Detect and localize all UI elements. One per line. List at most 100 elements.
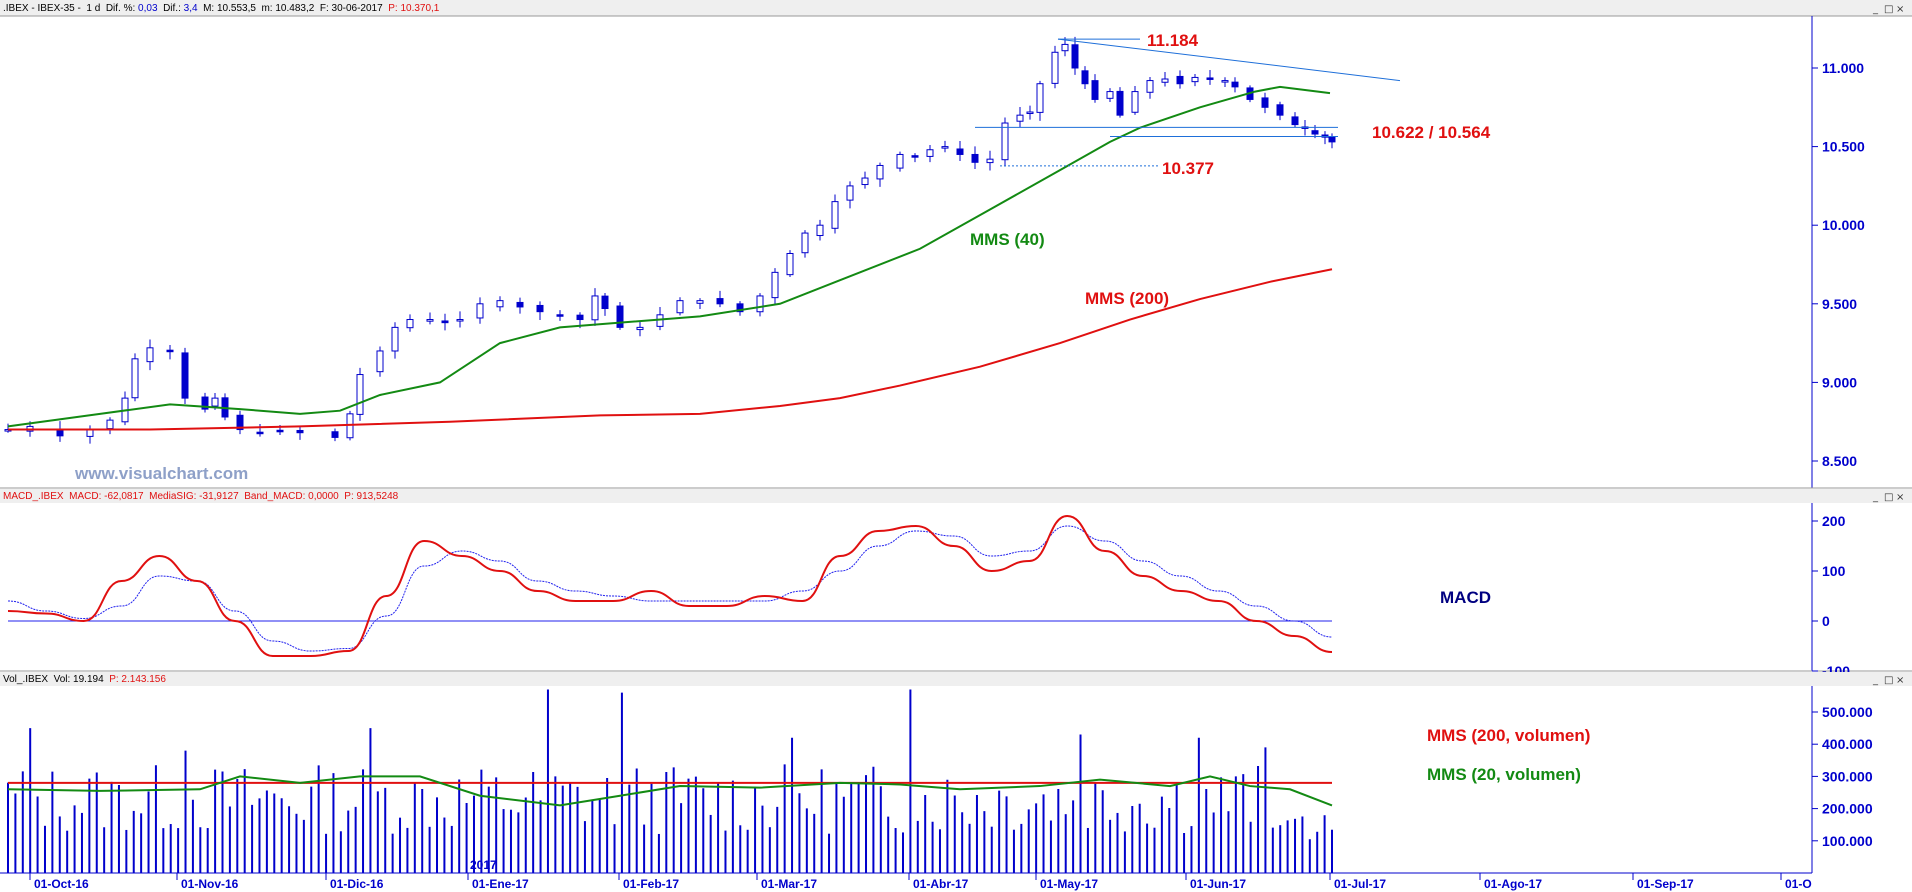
- annotation-support: 10.622 / 10.564: [1372, 123, 1491, 142]
- date-label-8: 01-Jun-17: [1190, 877, 1246, 891]
- price-tick-label-1: 10.500: [1822, 139, 1865, 155]
- candle-up: [816, 224, 824, 237]
- header-part-0: Vol_.IBEX Vol: 19.194: [3, 674, 109, 685]
- candle-down: [1071, 44, 1079, 69]
- mms200-line: [8, 268, 1333, 431]
- candle-down: [1276, 104, 1284, 116]
- candle-up: [146, 347, 154, 363]
- candle-up: [391, 326, 399, 352]
- resistance-trendline: [1057, 38, 1401, 82]
- candle-down: [441, 320, 449, 324]
- price-tick-label-2: 10.000: [1822, 217, 1865, 233]
- volume-tick-label-0: 500.000: [1822, 704, 1873, 720]
- macd-plot: MACD: [7, 514, 1491, 657]
- date-label-12: 01-O: [1785, 877, 1812, 891]
- candle-down: [331, 431, 339, 438]
- candle-up: [1061, 43, 1069, 52]
- candle-up: [356, 374, 364, 415]
- candle-up: [756, 295, 764, 313]
- candle-up: [496, 300, 504, 308]
- price-axis-ticks: 11.000 10.500 10.000 9.500 9.000 8.500: [1812, 60, 1865, 469]
- candle-up: [456, 319, 464, 322]
- price-plot: 11.184 10.622 / 10.564 10.377 MMS (40) MMS (…: [4, 31, 1491, 444]
- price-panel[interactable]: .IBEX - IBEX-35 - 1 d Dif. %: 0,03 Dif.:…: [0, 0, 1912, 489]
- price-tick-label-0: 11.000: [1822, 60, 1864, 76]
- annotation-mms200: MMS (200): [1085, 289, 1169, 308]
- candle-down: [911, 155, 919, 158]
- date-label-0: 01-Oct-16: [34, 877, 89, 891]
- candle-up: [211, 397, 219, 407]
- minimize-icon[interactable]: _: [1872, 492, 1879, 503]
- candle-down: [716, 298, 724, 305]
- candle-up: [426, 319, 434, 322]
- date-label-4: 01-Feb-17: [623, 877, 679, 891]
- date-label-5: 01-Mar-17: [761, 877, 817, 891]
- candle-down: [276, 429, 284, 433]
- macd-tick-label-0: 200: [1822, 513, 1846, 529]
- candle-down: [1116, 90, 1124, 116]
- candle-up: [1131, 91, 1139, 113]
- candle-up: [696, 300, 704, 304]
- candle-up: [771, 271, 779, 299]
- date-label-1: 01-Nov-16: [181, 877, 239, 891]
- volume-mms20-line: [7, 775, 1333, 807]
- date-label-7: 01-May-17: [1040, 877, 1098, 891]
- candle-up: [1001, 122, 1009, 161]
- candle-down: [181, 352, 189, 399]
- candle-down: [601, 295, 609, 310]
- annotation-mms40: MMS (40): [970, 230, 1045, 249]
- macd-tick-label-2: 0: [1822, 613, 1830, 629]
- candle-down: [1328, 136, 1336, 143]
- close-icon[interactable]: ×: [1896, 492, 1904, 503]
- volume-tick-label-1: 400.000: [1822, 736, 1873, 752]
- header-part-1: 0,03: [138, 3, 158, 14]
- price-tick-label-5: 8.500: [1822, 453, 1857, 469]
- close-icon[interactable]: ×: [1896, 675, 1904, 686]
- volume-tick-label-3: 200.000: [1822, 801, 1873, 817]
- header-part-1: P: 913,5248: [344, 491, 398, 502]
- candle-up: [941, 146, 949, 149]
- header-part-4: M: 10.553,5 m: 10.483,2 F: 30-06-2017: [198, 3, 389, 14]
- candle-up: [676, 300, 684, 314]
- candle-down: [616, 305, 624, 328]
- volume-tick-label-4: 100.000: [1822, 833, 1873, 849]
- candle-up: [476, 303, 484, 319]
- minimize-icon[interactable]: _: [1872, 4, 1879, 15]
- candle-up: [131, 358, 139, 399]
- candle-down: [296, 429, 304, 434]
- restore-icon[interactable]: □: [1884, 492, 1893, 503]
- candle-up: [1106, 91, 1114, 99]
- price-tick-label-4: 9.000: [1822, 374, 1857, 390]
- restore-icon[interactable]: □: [1884, 4, 1893, 15]
- macd-header-bar: [0, 489, 1912, 503]
- candle-down: [956, 148, 964, 155]
- candle-down: [256, 431, 264, 435]
- volume-panel[interactable]: Vol_.IBEX Vol: 19.194 P: 2.143.156 _ □ ×…: [0, 672, 1912, 873]
- macd-line: [7, 514, 1333, 657]
- candle-down: [201, 396, 209, 410]
- candle-up: [1051, 51, 1059, 84]
- macd-label: MACD: [1440, 588, 1491, 607]
- volume-mms20-label: MMS (20, volumen): [1427, 765, 1581, 784]
- date-label-11: 01-Sep-17: [1637, 877, 1694, 891]
- candle-down: [1291, 116, 1299, 126]
- annotation-high: 11.184: [1147, 31, 1199, 50]
- minimize-icon[interactable]: _: [1872, 675, 1879, 686]
- close-icon[interactable]: ×: [1896, 4, 1904, 15]
- header-part-2: Dif.:: [158, 3, 184, 14]
- restore-icon[interactable]: □: [1884, 675, 1893, 686]
- candle-up: [846, 185, 854, 201]
- candle-down: [1081, 70, 1089, 85]
- candle-down: [1176, 75, 1184, 85]
- mms40-line: [7, 85, 1331, 428]
- candle-up: [926, 149, 934, 157]
- candle-up: [1036, 83, 1044, 113]
- candle-up: [591, 295, 599, 321]
- macd-signal-line: [7, 525, 1333, 652]
- macd-panel[interactable]: MACD_.IBEX MACD: -62,0817 MediaSIG: -31,…: [0, 489, 1912, 679]
- date-axis: 01-Oct-16 01-Nov-16 01-Dic-16 01-Ene-17 01-F…: [0, 858, 1812, 891]
- date-label-9: 01-Jul-17: [1334, 877, 1386, 891]
- macd-tick-label-1: 100: [1822, 563, 1846, 579]
